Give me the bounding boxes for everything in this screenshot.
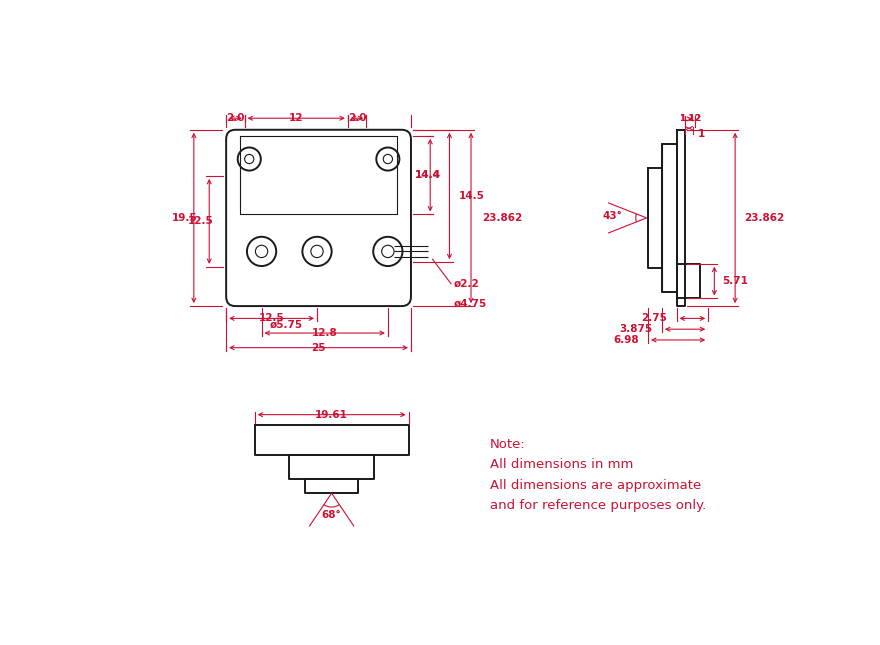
Text: 2.0: 2.0 — [348, 114, 366, 123]
Text: 25: 25 — [312, 342, 326, 353]
Text: ø2.2: ø2.2 — [453, 279, 479, 289]
Text: 12.5: 12.5 — [259, 313, 284, 323]
Text: 23.862: 23.862 — [482, 213, 522, 223]
Text: 5.71: 5.71 — [722, 276, 748, 286]
Text: 12.5: 12.5 — [187, 216, 214, 226]
Text: 6.98: 6.98 — [613, 335, 639, 345]
Text: 3.875: 3.875 — [620, 324, 653, 334]
Text: 1.12: 1.12 — [679, 114, 701, 123]
Text: 19.5: 19.5 — [172, 213, 197, 223]
Text: 2.0: 2.0 — [226, 114, 245, 123]
Text: 1: 1 — [698, 130, 705, 139]
Text: 1.12: 1.12 — [679, 114, 701, 123]
Text: 43°: 43° — [602, 212, 622, 221]
Text: 14.4: 14.4 — [414, 170, 441, 180]
Text: 12: 12 — [289, 114, 304, 123]
Text: 14.5: 14.5 — [458, 191, 485, 201]
Text: 12.8: 12.8 — [312, 328, 338, 338]
Text: ø5.75: ø5.75 — [269, 319, 303, 330]
Text: 68°: 68° — [322, 510, 341, 520]
Text: 23.862: 23.862 — [744, 213, 785, 223]
Text: ø4.75: ø4.75 — [453, 299, 487, 309]
Text: Note:
All dimensions in mm
All dimensions are approximate
and for reference purp: Note: All dimensions in mm All dimension… — [489, 438, 706, 512]
Text: 19.61: 19.61 — [315, 410, 348, 420]
Text: 14.4: 14.4 — [414, 170, 441, 180]
Text: 2.75: 2.75 — [642, 313, 667, 323]
